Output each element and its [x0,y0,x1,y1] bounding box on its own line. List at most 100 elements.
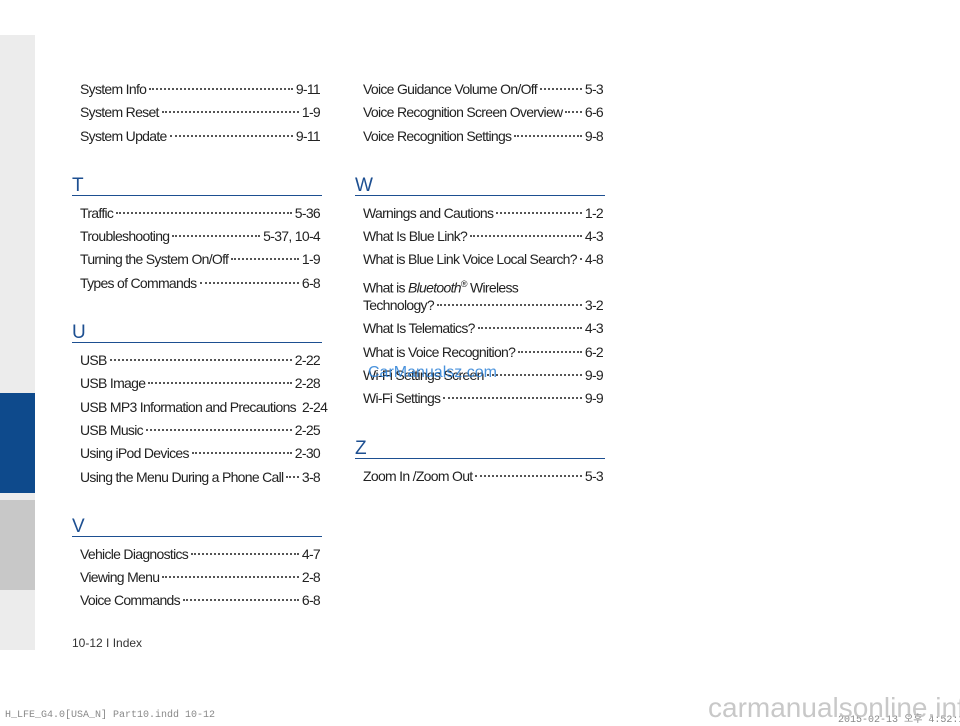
index-entry: Voice Guidance Volume On/Off 5-3 [363,78,604,101]
entry-label: System Info [80,81,147,97]
index-entry: What is Bluetooth® Wireless Technology? 3-… [363,272,604,318]
leader [475,474,582,477]
index-column: Voice Guidance Volume On/Off 5-3 Voice Rec… [355,78,605,488]
index-entry: Wi-Fi Settings Screen 9-9 [363,364,604,387]
entry-label: Zoom In /Zoom Out [363,467,473,484]
leader [518,350,582,353]
index-entry: Voice Recognition Screen Overview 6-6 [363,101,604,124]
leader [286,475,299,478]
entry-label: Vehicle Diagnostics [80,545,189,562]
entry-label: Using iPod Devices [80,445,189,462]
index-entry: Viewing Menu 2-8 [80,566,321,589]
index-entry: Voice Recognition Settings 9-8 [363,125,604,148]
leader [172,235,261,238]
entry-label: Traffic [80,204,114,221]
entry-label: System Update [80,127,167,144]
leader [231,258,299,261]
page-number: 9-11 [295,81,321,97]
entry-label: What Is Blue Link? [363,228,468,245]
side-tab [0,393,35,493]
page-number: 6-8 [301,274,321,291]
entry-line: Technology? 3-2 [363,296,604,314]
leader [191,452,292,455]
index-entry: System Reset 1-9 [80,101,321,124]
leader [496,211,582,214]
index-entry: Vehicle Diagnostics 4-7 [80,543,321,566]
index-entry: USB Music 2-25 [80,419,321,442]
page-number: 5-37, 10-4 [263,228,321,245]
section-letter: Z [355,439,605,459]
page-number: 5-36 [294,204,321,221]
index-entry: What Is Blue Link? 4-3 [363,225,604,248]
index-entry: System Info 9-11 [80,78,321,101]
entry-label: What is [363,279,405,296]
leader [436,304,582,307]
index-entry: Troubleshooting 5-37, 10-4 [80,225,321,248]
page-number: 2-22 [294,352,321,369]
page-number: 3-2 [584,297,604,314]
leader [109,359,292,362]
section-letter: V [72,517,322,537]
index-entry: USB Image 2-28 [80,372,321,395]
page-number: 9-9 [584,367,604,384]
page-number: 9-11 [295,127,321,144]
page-number: 9-8 [584,127,604,144]
entry-label: Voice Guidance Volume On/Off [363,81,538,97]
index-entry: Using iPod Devices 2-30 [80,442,321,465]
entry-label: System Reset [80,104,159,121]
leader [514,134,582,137]
index-entry: What is Blue Link Voice Local Search? 4-8 [363,248,604,271]
entry-label: Voice Commands [80,592,181,609]
leader [470,235,582,238]
entry-label: Bluetooth [407,279,462,296]
entry-label: Wi-Fi Settings [363,390,441,407]
index-entry: USB 2-22 [80,349,321,372]
page-number: 4-8 [584,251,604,268]
entry-label: Voice Recognition Settings [363,127,512,144]
section-letter: T [72,176,322,196]
index-entry: What is Voice Recognition? 6-2 [363,341,604,364]
page-number: 4-7 [301,545,321,562]
entry-label: Viewing Menu [80,569,160,586]
section-letter: W [355,176,605,196]
index-entry: Traffic 5-36 [80,202,321,225]
entry-line: What is Bluetooth® Wireless [363,275,603,297]
watermark: carmanualsonline.info [708,692,960,723]
leader [443,397,582,400]
print-line: 2015-02-13 오후 4:52:1 [838,715,960,726]
leader [579,258,582,261]
leader [162,576,299,579]
footer: 10-12 I Index [72,636,143,650]
page-number: 6-8 [301,592,321,609]
page-number: 4-3 [584,320,604,337]
index-entry: What Is Telematics? 4-3 [363,317,604,340]
page-number: 4-3 [584,228,604,245]
entry-label: What is Blue Link Voice Local Search? [363,251,577,268]
index-entry: Turning the System On/Off 1-9 [80,248,321,271]
entry-label: What is Voice Recognition? [363,343,516,360]
leader [191,552,299,555]
leader [161,111,299,114]
entry-label: USB Music [80,421,144,438]
page-number: 5-3 [584,81,604,97]
watermark: CarManualsz.com [368,364,497,381]
index-column: System Info 9-11 System Reset 1-9 System Upd… [72,78,328,613]
index-entry: Warnings and Cautions 1-2 [363,202,604,225]
side-tab [0,500,35,590]
page-number: 5-3 [584,467,604,484]
page-number: 2-28 [294,375,321,392]
entry-label: Technology? [363,297,435,314]
leader [539,88,582,90]
page-number: 1-9 [301,104,321,121]
index-entry: System Update 9-11 [80,125,321,148]
leader [145,428,292,431]
page-number: 2-8 [301,569,321,586]
page-number: 2-30 [294,445,321,462]
entry-label: Wireless [469,279,519,296]
entry-label: USB MP3 Information and Precautions [80,398,297,415]
entry-label: ® [460,278,468,289]
entry-label: Using the Menu During a Phone Call [80,468,284,485]
print-line: H_LFE_G4.0[USA_N] Part10.indd 10-12 [5,710,216,721]
entry-label: What Is Telematics? [363,320,475,337]
